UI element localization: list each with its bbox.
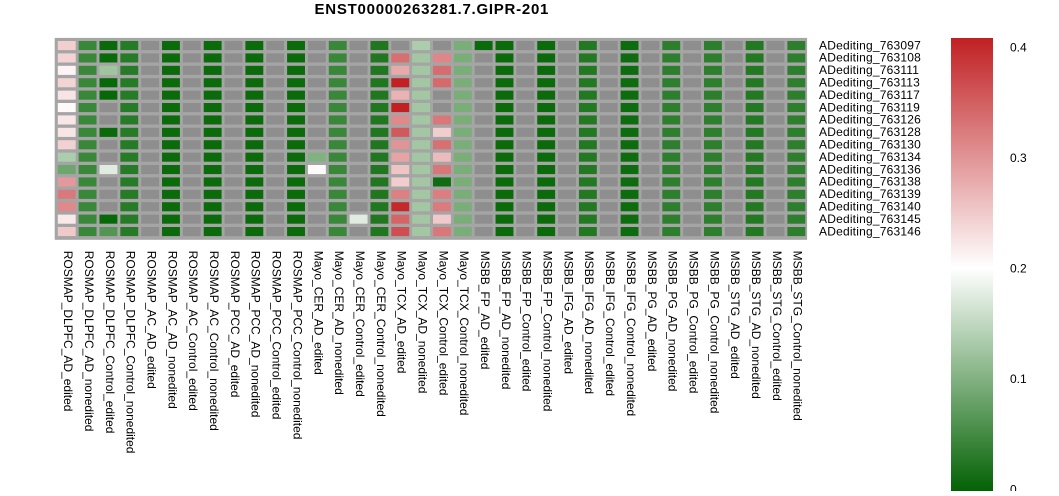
svg-text:ROSMAP_PCC_AD_edited: ROSMAP_PCC_AD_edited — [228, 251, 242, 398]
svg-text:MSBB_FP_AD_nonedited: MSBB_FP_AD_nonedited — [499, 251, 513, 390]
svg-text:ADediting_763145: ADediting_763145 — [819, 212, 921, 226]
svg-text:ROSMAP_DLPFC_AD_edited: ROSMAP_DLPFC_AD_edited — [61, 251, 75, 412]
svg-text:0.2: 0.2 — [1010, 261, 1027, 275]
svg-text:Mayo_TCX_Control_nonedited: Mayo_TCX_Control_nonedited — [457, 251, 471, 416]
svg-text:MSBB_PG_Control_nonedited: MSBB_PG_Control_nonedited — [707, 251, 721, 414]
svg-text:ROSMAP_AC_AD_edited: ROSMAP_AC_AD_edited — [144, 251, 158, 389]
svg-text:ADediting_763126: ADediting_763126 — [819, 113, 921, 127]
svg-text:Mayo_CER_Control_nonedited: Mayo_CER_Control_nonedited — [374, 251, 388, 417]
svg-text:MSBB_IFG_Control_nonedited: MSBB_IFG_Control_nonedited — [624, 251, 638, 416]
svg-text:MSBB_STG_AD_nonedited: MSBB_STG_AD_nonedited — [749, 251, 763, 399]
svg-text:ADediting_763134: ADediting_763134 — [819, 150, 921, 164]
svg-text:MSBB_IFG_Control_edited: MSBB_IFG_Control_edited — [603, 251, 617, 396]
svg-text:MSBB_STG_Control_edited: MSBB_STG_Control_edited — [770, 251, 784, 401]
svg-text:ENST00000263281.7.GIPR-201: ENST00000263281.7.GIPR-201 — [315, 1, 550, 18]
svg-text:Mayo_CER_AD_edited: Mayo_CER_AD_edited — [311, 251, 325, 375]
svg-text:ADediting_763119: ADediting_763119 — [819, 100, 920, 114]
svg-text:Mayo_TCX_Control_edited: Mayo_TCX_Control_edited — [436, 251, 450, 396]
svg-text:MSBB_FP_AD_edited: MSBB_FP_AD_edited — [478, 251, 492, 370]
svg-text:0.1: 0.1 — [1010, 372, 1027, 386]
svg-text:ADediting_763136: ADediting_763136 — [819, 162, 921, 176]
svg-text:MSBB_PG_AD_edited: MSBB_PG_AD_edited — [645, 251, 659, 372]
svg-text:MSBB_IFG_AD_nonedited: MSBB_IFG_AD_nonedited — [582, 251, 596, 394]
svg-text:ADediting_763113: ADediting_763113 — [819, 75, 920, 89]
svg-text:ROSMAP_DLPFC_Control_nonedited: ROSMAP_DLPFC_Control_nonedited — [124, 251, 138, 454]
svg-text:ADediting_763117: ADediting_763117 — [819, 88, 920, 102]
svg-text:MSBB_PG_Control_edited: MSBB_PG_Control_edited — [686, 251, 700, 394]
svg-text:ROSMAP_PCC_AD_nonedited: ROSMAP_PCC_AD_nonedited — [249, 251, 263, 418]
svg-text:Mayo_CER_Control_edited: Mayo_CER_Control_edited — [353, 251, 367, 397]
svg-text:ROSMAP_AC_AD_nonedited: ROSMAP_AC_AD_nonedited — [165, 251, 179, 409]
svg-text:ROSMAP_PCC_Control_edited: ROSMAP_PCC_Control_edited — [270, 251, 284, 420]
svg-text:ROSMAP_AC_Control_edited: ROSMAP_AC_Control_edited — [186, 251, 200, 411]
svg-text:ROSMAP_DLPFC_AD_nonedited: ROSMAP_DLPFC_AD_nonedited — [82, 251, 96, 432]
svg-text:ADediting_763146: ADediting_763146 — [819, 224, 921, 238]
svg-text:0: 0 — [1010, 482, 1017, 491]
svg-text:ADediting_763111: ADediting_763111 — [819, 63, 919, 77]
svg-text:ADediting_763108: ADediting_763108 — [819, 51, 921, 65]
svg-text:0.3: 0.3 — [1010, 151, 1027, 165]
svg-text:MSBB_PG_AD_nonedited: MSBB_PG_AD_nonedited — [666, 251, 680, 392]
svg-text:MSBB_STG_Control_nonedited: MSBB_STG_Control_nonedited — [791, 251, 805, 421]
svg-text:ROSMAP_DLPFC_Control_edited: ROSMAP_DLPFC_Control_edited — [103, 251, 117, 434]
svg-text:MSBB_IFG_AD_edited: MSBB_IFG_AD_edited — [561, 251, 575, 374]
svg-text:ADediting_763140: ADediting_763140 — [819, 199, 921, 213]
svg-text:Mayo_CER_AD_nonedited: Mayo_CER_AD_nonedited — [332, 251, 346, 395]
svg-text:Mayo_TCX_AD_edited: Mayo_TCX_AD_edited — [395, 251, 409, 374]
svg-text:0.4: 0.4 — [1010, 40, 1027, 54]
svg-text:ROSMAP_AC_Control_nonedited: ROSMAP_AC_Control_nonedited — [207, 251, 221, 431]
svg-text:ADediting_763128: ADediting_763128 — [819, 125, 921, 139]
svg-text:Mayo_TCX_AD_nonedited: Mayo_TCX_AD_nonedited — [415, 251, 429, 394]
svg-text:MSBB_FP_Control_nonedited: MSBB_FP_Control_nonedited — [541, 251, 555, 412]
svg-text:MSBB_STG_AD_edited: MSBB_STG_AD_edited — [728, 251, 742, 379]
svg-text:ADediting_763097: ADediting_763097 — [819, 38, 921, 52]
svg-text:MSBB_FP_Control_edited: MSBB_FP_Control_edited — [520, 251, 534, 392]
svg-text:ROSMAP_PCC_Control_nonedited: ROSMAP_PCC_Control_nonedited — [290, 251, 304, 440]
svg-text:ADediting_763130: ADediting_763130 — [819, 137, 921, 151]
svg-text:ADediting_763139: ADediting_763139 — [819, 187, 921, 201]
svg-text:ADediting_763138: ADediting_763138 — [819, 175, 921, 189]
